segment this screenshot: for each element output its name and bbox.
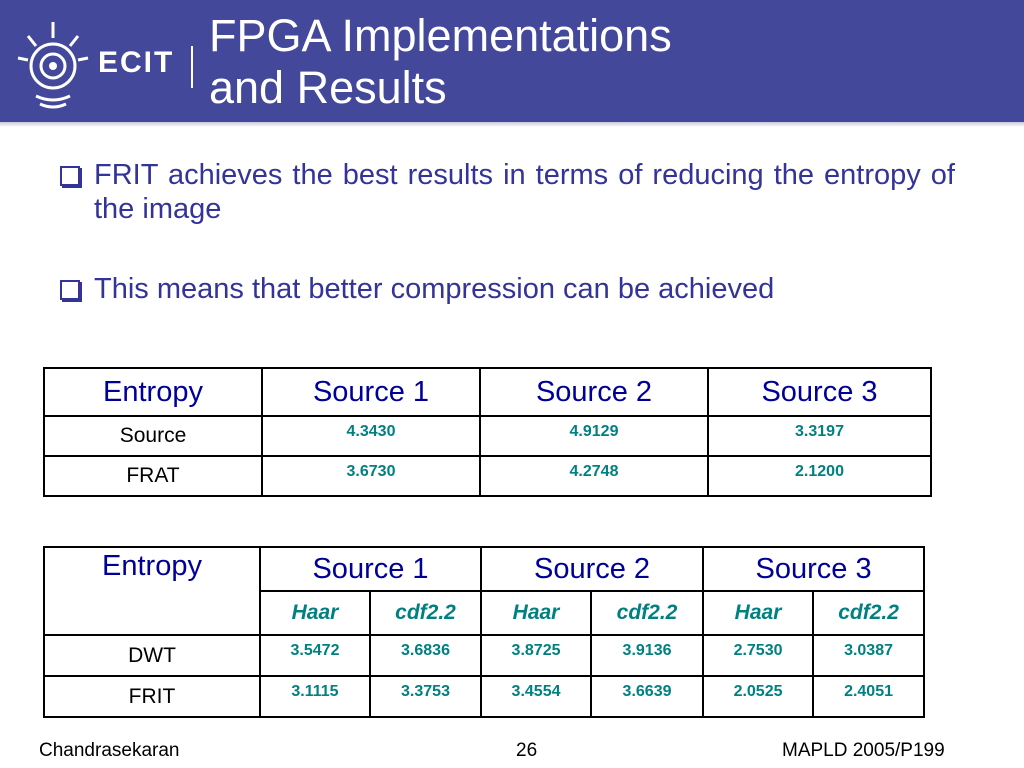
table-cell: 3.1115 bbox=[259, 675, 371, 718]
table-header-cell: Entropy bbox=[43, 546, 261, 636]
table-cell: 3.5472 bbox=[259, 634, 371, 677]
table-header-cell: Source 3 bbox=[702, 546, 926, 592]
table-subheader-cell: Haar bbox=[259, 590, 371, 636]
checkbox-bullet-icon bbox=[60, 166, 80, 186]
table-header-cell: Source 1 bbox=[258, 546, 483, 592]
table-header-cell: Source 2 bbox=[479, 367, 709, 417]
table-cell: 3.3197 bbox=[707, 415, 932, 457]
table-cell: 3.6836 bbox=[368, 634, 483, 677]
table-header-cell: Entropy bbox=[43, 367, 263, 417]
table-subheader-row: Haar cdf2.2 Haar cdf2.2 Haar cdf2.2 bbox=[44, 590, 926, 636]
entropy-table-frit: Entropy Source 1 Source 2 Source 3 Haar … bbox=[43, 546, 926, 718]
bullet-text: This means that better compression can b… bbox=[94, 273, 775, 305]
table-cell: 3.6730 bbox=[261, 455, 481, 497]
table-subheader-cell: cdf2.2 bbox=[590, 590, 705, 636]
logo-text: ECIT bbox=[98, 46, 175, 79]
table-cell: 4.3430 bbox=[261, 415, 481, 457]
bullet-text: FRIT achieves the best results in terms … bbox=[94, 159, 955, 225]
table-cell: 2.0525 bbox=[702, 675, 815, 718]
table-subheader-cell: Haar bbox=[480, 590, 593, 636]
table-cell: 4.9129 bbox=[479, 415, 709, 457]
ecit-logo: ECIT bbox=[0, 0, 200, 122]
checkbox-bullet-icon bbox=[60, 280, 80, 300]
table-subheader-cell: cdf2.2 bbox=[812, 590, 926, 636]
ecit-emblem-icon bbox=[17, 22, 89, 109]
table-cell: 4.2748 bbox=[479, 455, 709, 497]
table-cell: 3.8725 bbox=[480, 634, 593, 677]
table-cell: 3.3753 bbox=[368, 675, 483, 718]
title-line-2: and Results bbox=[209, 62, 447, 113]
table-cell: 2.7530 bbox=[702, 634, 815, 677]
table-subheader-cell: cdf2.2 bbox=[368, 590, 483, 636]
table-cell: 3.9136 bbox=[590, 634, 705, 677]
table-row: FRIT 3.1115 3.3753 3.4554 3.6639 2.0525 … bbox=[43, 675, 926, 718]
footer-author: Chandrasekaran bbox=[39, 740, 180, 761]
entropy-table-frat: Entropy Source 1 Source 2 Source 3 Sourc… bbox=[43, 367, 932, 497]
bullet-item: FRIT achieves the best results in terms … bbox=[60, 158, 955, 226]
table-cell: 2.1200 bbox=[707, 455, 932, 497]
footer-page-number: 26 bbox=[516, 740, 538, 761]
table-header-cell: Source 1 bbox=[261, 367, 481, 417]
row-label: Source bbox=[43, 415, 263, 457]
table-cell: 3.0387 bbox=[812, 634, 926, 677]
bullet-item: This means that better compression can b… bbox=[60, 272, 955, 306]
table-header-cell: Source 2 bbox=[480, 546, 705, 592]
row-label: FRAT bbox=[43, 455, 263, 497]
table-header-cell: Source 3 bbox=[707, 367, 932, 417]
table-header-row: Entropy Source 1 Source 2 Source 3 bbox=[43, 546, 926, 636]
table-row: FRAT 3.6730 4.2748 2.1200 bbox=[43, 455, 932, 497]
footer-reference: MAPLD 2005/P199 bbox=[782, 740, 945, 761]
header-divider bbox=[0, 122, 1024, 127]
bullet-list: FRIT achieves the best results in terms … bbox=[60, 158, 955, 352]
logo-divider bbox=[191, 46, 193, 88]
table-cell: 2.4051 bbox=[812, 675, 926, 718]
table-cell: 3.4554 bbox=[480, 675, 593, 718]
row-label: DWT bbox=[43, 634, 261, 677]
table-header-row: Entropy Source 1 Source 2 Source 3 bbox=[43, 367, 932, 417]
slide-title: FPGA Implementations and Results bbox=[209, 10, 672, 114]
table-cell: 3.6639 bbox=[590, 675, 705, 718]
table-row: Source 4.3430 4.9129 3.3197 bbox=[43, 415, 932, 457]
table-row: DWT 3.5472 3.6836 3.8725 3.9136 2.7530 3… bbox=[43, 634, 926, 677]
row-label: FRIT bbox=[43, 675, 261, 718]
table-subheader-cell: Haar bbox=[702, 590, 815, 636]
title-line-1: FPGA Implementations bbox=[209, 10, 672, 61]
